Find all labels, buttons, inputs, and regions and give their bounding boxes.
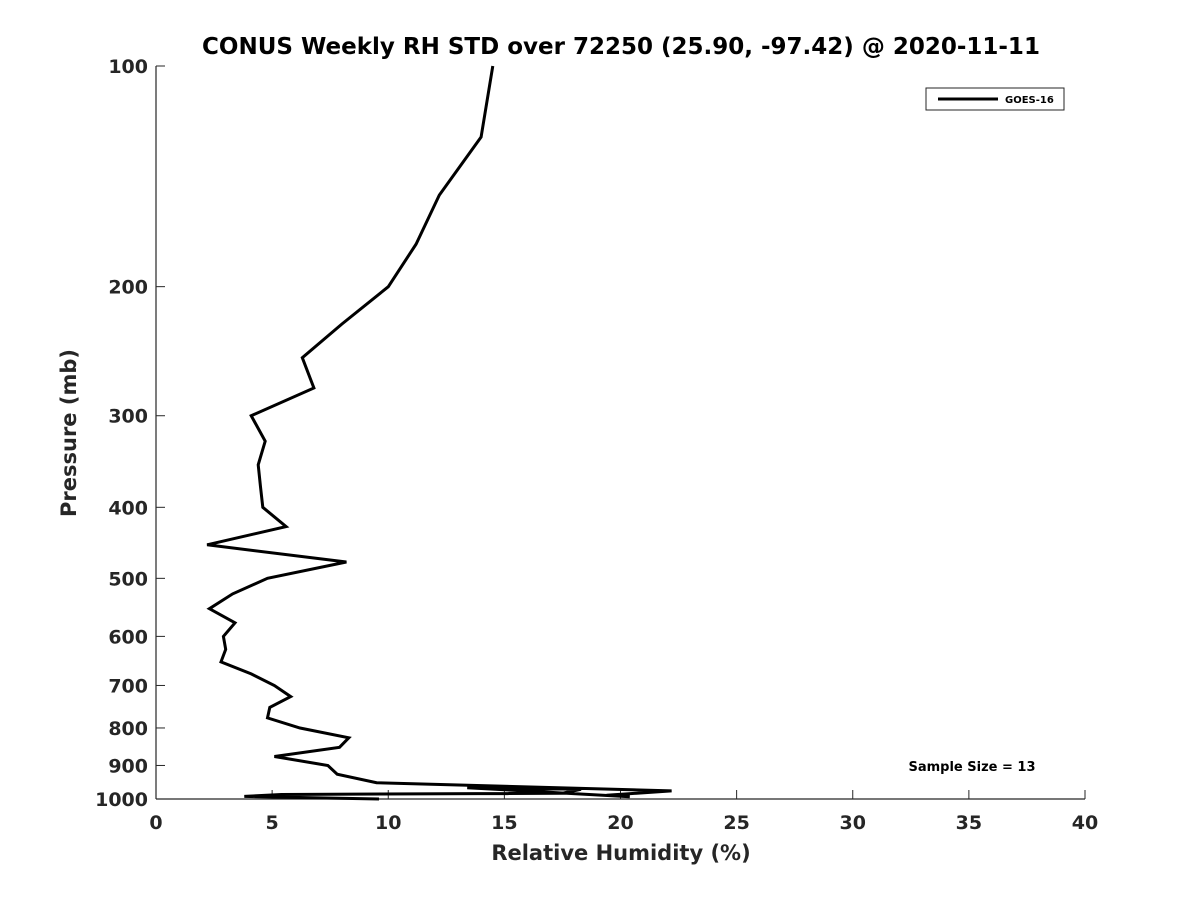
y-tick-label: 1000 [95,789,148,811]
plot-area [206,65,672,801]
y-tick-label: 300 [108,406,148,428]
y-tick-label: 100 [108,56,148,78]
y-tick-label: 400 [108,497,148,519]
y-tick-label: 900 [108,755,148,777]
y-tick-label: 600 [108,626,148,648]
x-tick-label: 10 [375,812,401,834]
x-axis-label: Relative Humidity (%) [491,841,750,865]
series-line-goes-16 [206,65,672,801]
y-axis-label: Pressure (mb) [57,349,81,517]
legend-entry-goes-16: GOES-16 [1005,95,1054,106]
x-axis-ticks: 0 5 10 15 20 25 30 35 40 [149,790,1098,834]
x-tick-label: 30 [840,812,866,834]
y-tick-label: 700 [108,675,148,697]
x-tick-label: 15 [491,812,517,834]
legend: GOES-16 [925,87,1065,111]
chart-title: CONUS Weekly RH STD over 72250 (25.90, -… [202,34,1040,60]
x-tick-label: 25 [723,812,749,834]
x-tick-label: 0 [149,812,162,834]
x-tick-label: 20 [607,812,633,834]
y-tick-label: 200 [108,277,148,299]
x-tick-label: 5 [266,812,279,834]
y-tick-label: 500 [108,568,148,590]
sample-size-annotation: Sample Size = 13 [908,760,1035,775]
x-tick-label: 35 [956,812,982,834]
x-tick-label: 40 [1072,812,1098,834]
y-axis-ticks: 100 200 300 400 500 600 700 800 900 1000 [95,56,165,811]
y-tick-label: 800 [108,718,148,740]
